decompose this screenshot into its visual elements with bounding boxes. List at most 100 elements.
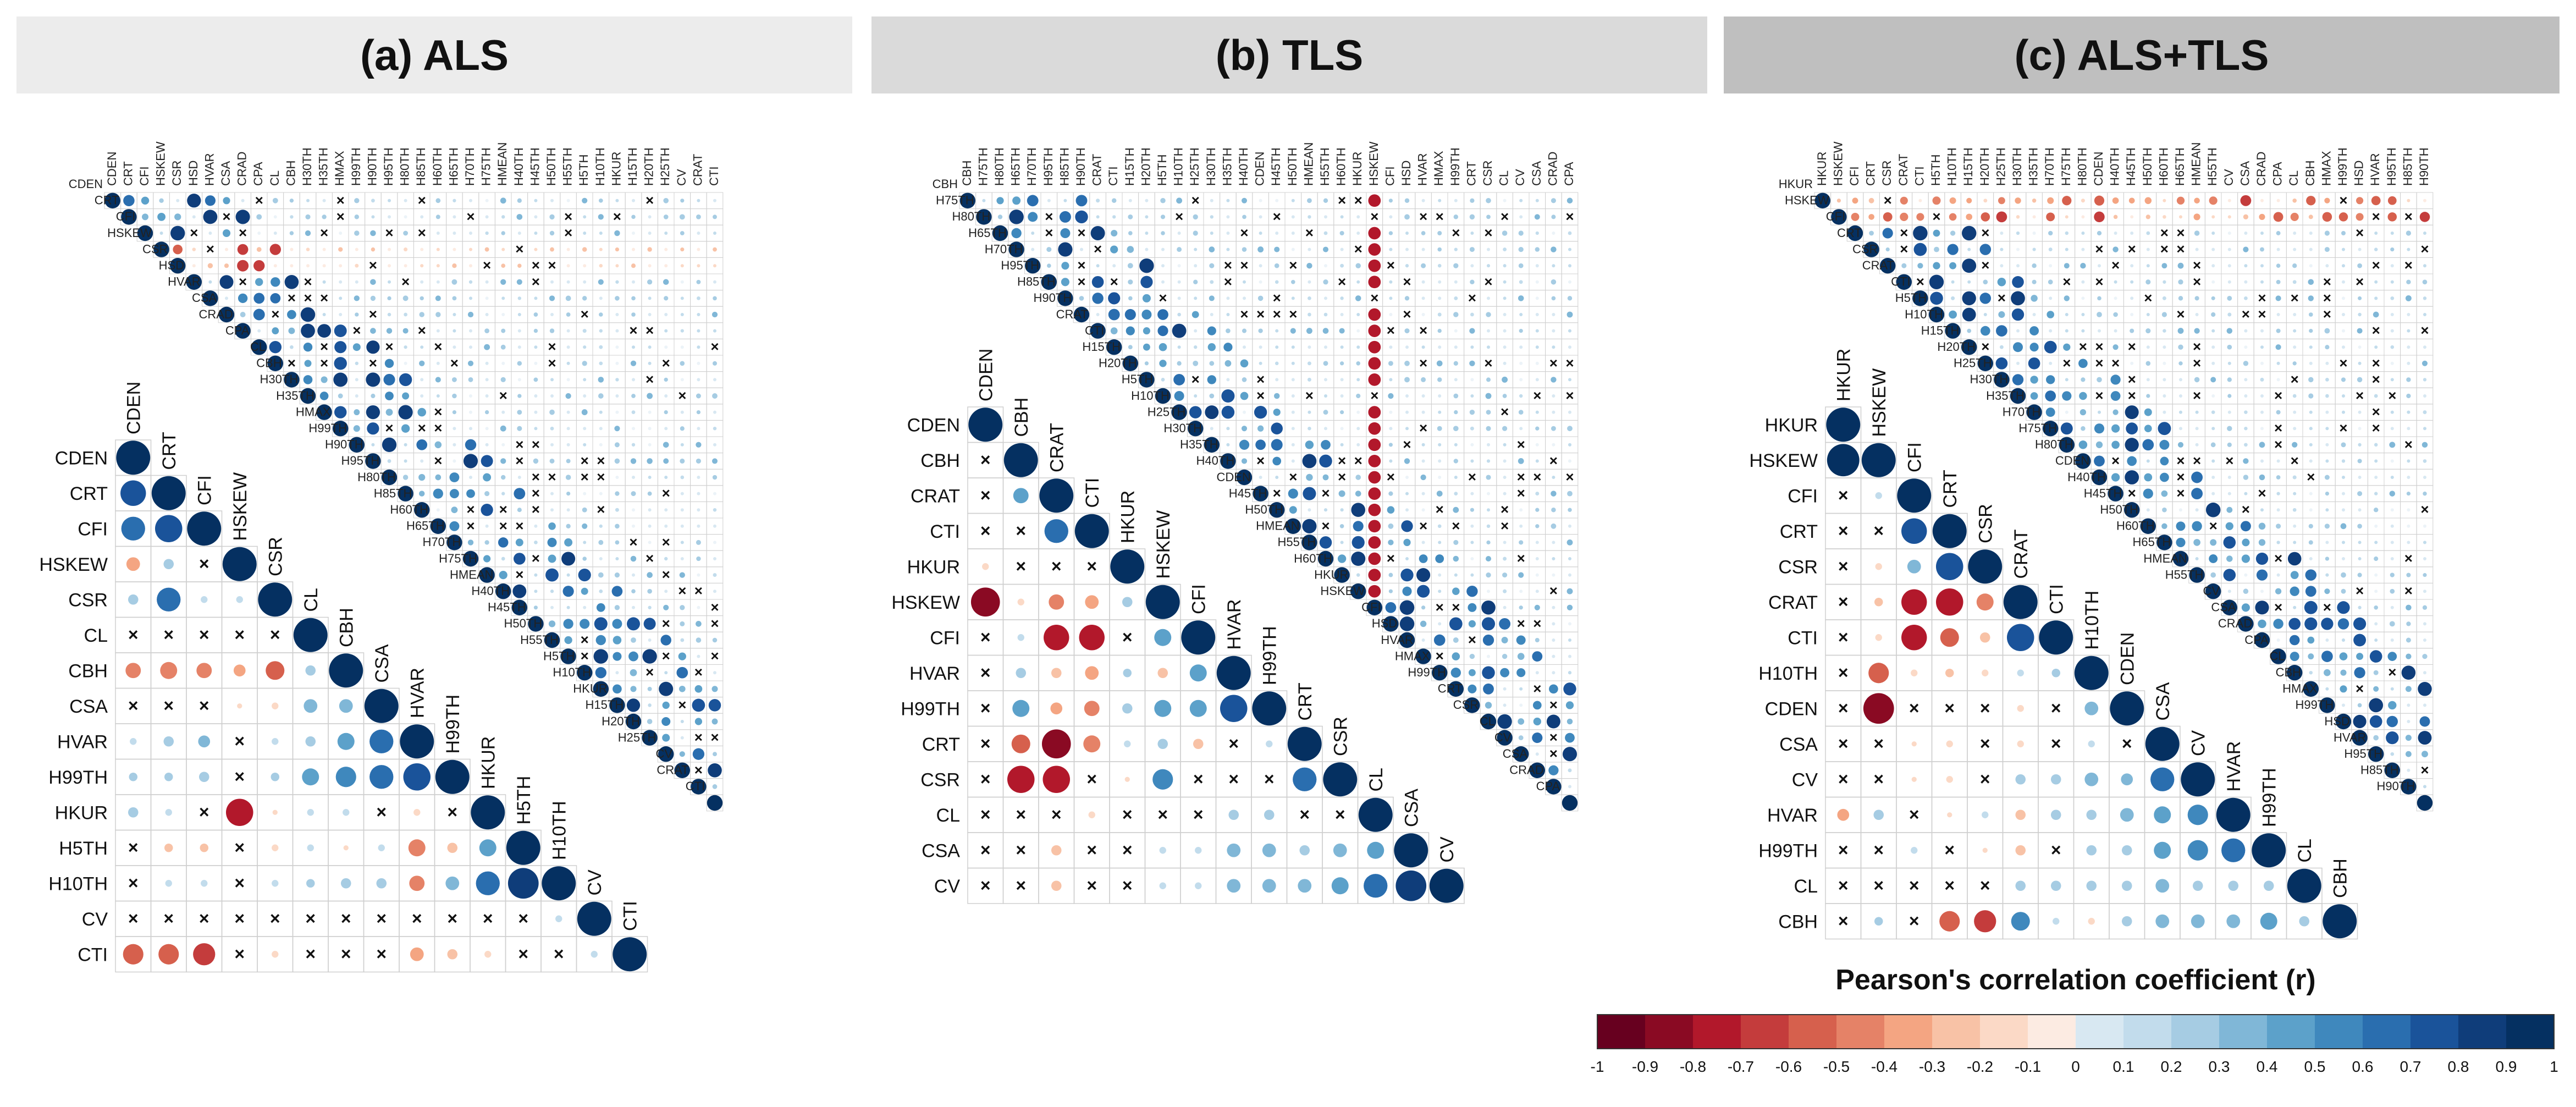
large-nonsig-mark: ×	[234, 944, 245, 963]
small-corr-dot	[1405, 476, 1409, 479]
small-corr-dot	[1405, 394, 1409, 398]
small-corr-dot	[501, 361, 505, 365]
small-corr-dot	[500, 425, 506, 432]
small-nonsig-mark: ×	[515, 517, 523, 534]
small-nonsig-mark: ×	[1981, 224, 1989, 241]
small-nonsig-mark: ×	[1256, 306, 1265, 322]
small-corr-dot	[1324, 264, 1327, 268]
small-col-label: H15TH	[626, 147, 639, 186]
small-corr-dot	[2325, 541, 2329, 544]
large-nonsig-mark: ×	[199, 554, 209, 574]
small-corr-dot	[355, 280, 358, 284]
small-corr-dot	[1388, 443, 1393, 447]
large-corr-dot	[1220, 695, 1248, 723]
small-corr-dot	[583, 215, 587, 219]
small-corr-dot	[1453, 539, 1459, 545]
large-nonsig-mark: ×	[270, 908, 280, 928]
small-corr-dot	[2260, 264, 2264, 268]
small-corr-dot	[1226, 378, 1230, 382]
small-corr-dot	[485, 361, 489, 365]
small-corr-dot	[501, 247, 505, 251]
small-row-label: HVAR	[1381, 633, 1414, 647]
small-corr-dot	[1469, 653, 1475, 659]
small-corr-dot	[1161, 247, 1165, 251]
small-corr-dot	[2146, 378, 2150, 382]
large-corr-dot	[201, 880, 208, 887]
small-corr-dot	[338, 247, 343, 252]
small-corr-dot	[290, 345, 294, 349]
small-corr-dot	[2065, 231, 2069, 235]
small-corr-dot	[2273, 212, 2283, 222]
small-corr-dot	[712, 475, 718, 480]
small-nonsig-mark: ×	[1419, 420, 1427, 436]
small-corr-dot	[1324, 215, 1327, 219]
small-nonsig-mark: ×	[1289, 306, 1297, 322]
small-corr-dot	[1207, 375, 1216, 384]
small-col-label: H5TH	[577, 155, 591, 186]
small-corr-dot	[549, 328, 555, 333]
small-corr-dot	[548, 620, 556, 627]
small-corr-dot	[2357, 263, 2362, 268]
small-nonsig-mark: ×	[1501, 404, 1509, 420]
small-corr-dot	[697, 508, 700, 512]
small-corr-dot	[648, 703, 652, 707]
small-corr-dot	[1177, 232, 1181, 235]
small-corr-dot	[2407, 459, 2410, 463]
small-nonsig-mark: ×	[2323, 273, 2331, 290]
small-corr-dot	[2160, 456, 2169, 466]
small-corr-dot	[1046, 263, 1051, 268]
small-corr-dot	[1503, 313, 1507, 316]
small-col-label: HMEAN	[1301, 142, 1315, 186]
small-corr-dot	[1290, 279, 1295, 284]
large-corr-dot	[471, 795, 505, 830]
small-col-label: H70TH	[1025, 147, 1039, 186]
large-corr-dot	[1011, 734, 1030, 753]
small-corr-dot	[566, 427, 570, 431]
small-corr-dot	[2011, 291, 2025, 306]
large-corr-dot	[198, 735, 211, 748]
small-nonsig-mark: ×	[532, 485, 540, 502]
small-row-label: H90TH	[1034, 291, 1072, 305]
small-corr-dot	[300, 388, 316, 404]
small-corr-dot	[2211, 394, 2215, 398]
small-corr-dot	[2227, 344, 2232, 350]
small-corr-dot	[2276, 410, 2281, 415]
small-corr-dot	[697, 524, 700, 528]
small-row-label: CRAD	[198, 307, 233, 321]
small-corr-dot	[598, 393, 604, 399]
small-row-label: CL	[1480, 714, 1495, 728]
small-corr-dot	[1112, 215, 1116, 219]
small-corr-dot	[1421, 492, 1425, 495]
small-corr-dot	[290, 247, 294, 251]
small-corr-dot	[485, 280, 489, 284]
small-col-label: H30TH	[2010, 147, 2024, 186]
small-corr-dot	[692, 698, 705, 712]
small-corr-dot	[1157, 326, 1168, 337]
small-corr-dot	[2130, 296, 2134, 300]
small-corr-dot	[2423, 491, 2427, 496]
small-nonsig-mark: ×	[2323, 289, 2331, 306]
small-col-label: CRAT	[691, 154, 704, 186]
small-corr-dot	[2244, 264, 2248, 268]
small-corr-dot	[1433, 634, 1446, 646]
small-corr-dot	[481, 504, 493, 516]
large-nonsig-mark: ×	[305, 908, 316, 928]
small-corr-dot	[647, 572, 653, 578]
small-nonsig-mark: ×	[1484, 273, 1492, 290]
small-corr-dot	[711, 686, 718, 692]
large-corr-dot	[591, 951, 598, 958]
small-corr-dot	[2358, 410, 2362, 414]
small-row-label: HSKEW	[107, 226, 152, 240]
small-corr-dot	[1356, 329, 1360, 333]
small-corr-dot	[2325, 508, 2329, 512]
small-corr-dot	[2211, 280, 2215, 284]
small-corr-dot	[1518, 263, 1524, 268]
small-corr-dot	[566, 508, 570, 512]
small-corr-dot	[632, 280, 635, 284]
small-row-label: CRT	[1438, 682, 1463, 696]
small-corr-dot	[648, 427, 652, 431]
small-corr-dot	[2259, 442, 2265, 448]
small-corr-dot	[2260, 280, 2264, 284]
small-corr-dot	[680, 638, 685, 642]
